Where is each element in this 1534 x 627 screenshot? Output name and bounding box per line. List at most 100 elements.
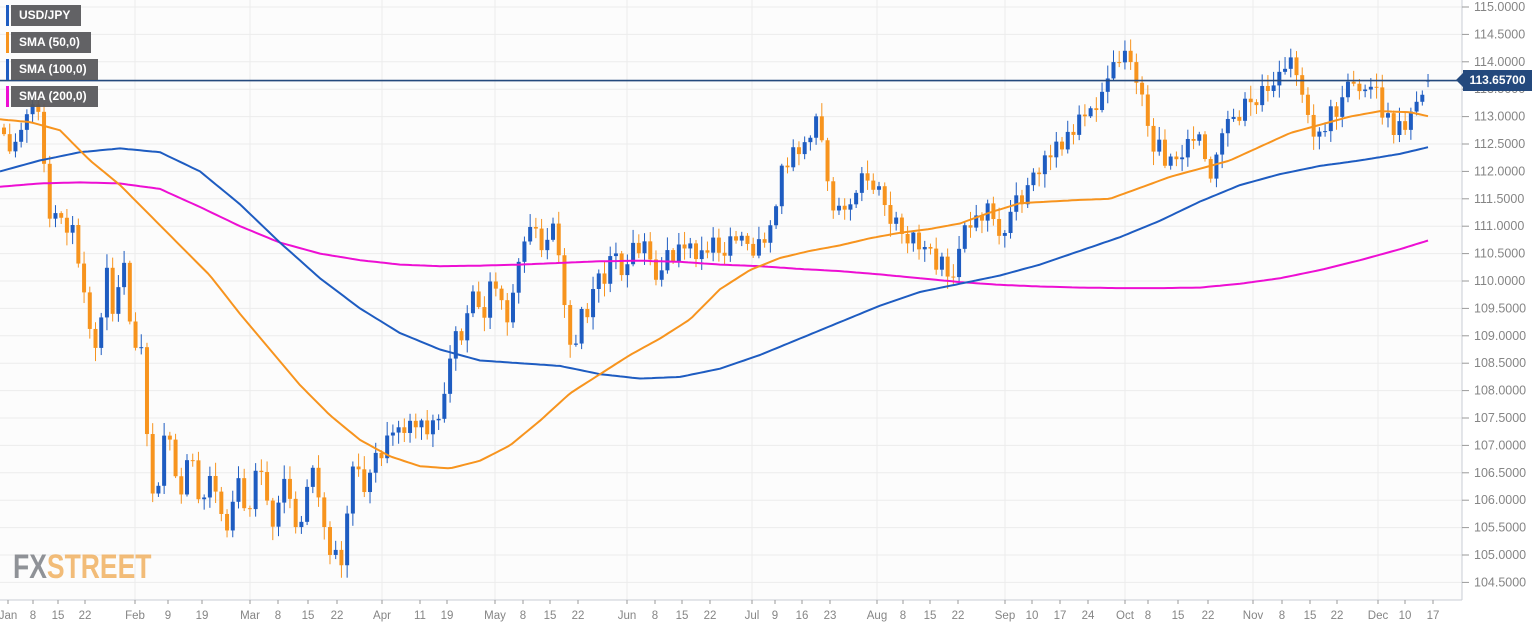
candle-up: [385, 435, 390, 459]
candle-up: [453, 331, 458, 359]
candle-down: [1357, 83, 1362, 92]
candle-up: [665, 250, 670, 271]
sma-line-500[interactable]: [0, 110, 1429, 470]
price-axis-label: 111.0000: [1474, 219, 1524, 233]
price-axis-label: 114.0000: [1474, 55, 1525, 69]
candle-up: [1283, 68, 1288, 72]
candle-up: [282, 478, 287, 503]
legend-item-sma-100[interactable]: SMA (100,0): [6, 59, 98, 80]
time-axis-label: May: [484, 610, 506, 622]
candle-up: [1323, 131, 1328, 133]
candle-up: [625, 264, 630, 276]
candle-up: [739, 235, 744, 241]
candle-up: [579, 308, 584, 344]
candle-up: [962, 225, 967, 249]
candle-down: [825, 140, 830, 182]
candle-down: [1117, 62, 1122, 64]
candle-up: [1122, 50, 1127, 63]
sma-line-1000[interactable]: [0, 146, 1429, 380]
candle-up: [465, 313, 470, 341]
time-axis-label: Sep: [995, 610, 1015, 622]
candle-down: [671, 250, 676, 262]
legend-item-sma-200[interactable]: SMA (200,0): [6, 86, 98, 107]
candle-down: [110, 267, 115, 314]
candle-down: [242, 478, 247, 509]
time-axis-label: 17: [1054, 610, 1067, 622]
candle-up: [808, 137, 813, 143]
candle-down: [356, 466, 361, 470]
plot-background: [0, 0, 1462, 600]
candle-up: [728, 236, 733, 256]
candle-up: [1277, 71, 1282, 86]
candle-up: [408, 420, 413, 433]
candle-up: [836, 205, 841, 211]
candle-down: [247, 508, 252, 510]
candle-down: [1191, 138, 1196, 141]
candle-down: [1134, 62, 1139, 83]
candle-up: [1008, 211, 1013, 233]
candle-down: [259, 470, 264, 472]
candle-up: [848, 204, 853, 210]
candle-down: [144, 347, 149, 435]
sma-line-2000[interactable]: [0, 181, 1429, 290]
candle-up: [345, 513, 350, 566]
candle-down: [82, 263, 87, 293]
candle-up: [1397, 121, 1402, 136]
candle-down: [1391, 113, 1396, 136]
price-axis-label: 105.0000: [1474, 548, 1526, 562]
candle-down: [270, 500, 275, 527]
candle-down: [1071, 131, 1076, 135]
candle-down: [1254, 102, 1259, 106]
candle-up: [373, 452, 378, 473]
chart-legend: USD/JPY SMA (50,0) SMA (100,0) SMA (200,0): [6, 5, 98, 113]
candle-down: [602, 273, 607, 284]
candle-down: [1082, 114, 1087, 117]
candle-down: [1351, 81, 1356, 84]
candle-down: [562, 255, 567, 306]
legend-item-usdjpy[interactable]: USD/JPY: [6, 5, 98, 26]
candle-down: [133, 321, 138, 348]
time-axis-label: 8: [275, 610, 281, 622]
price-axis-label: 106.0000: [1474, 493, 1526, 507]
candle-up: [711, 237, 716, 253]
candle-up: [253, 470, 258, 510]
time-axis-label: Apr: [373, 610, 391, 622]
time-axis-label: 8: [1279, 610, 1285, 622]
legend-label: SMA (200,0): [11, 86, 98, 107]
candle-down: [482, 307, 487, 318]
candle-up: [1185, 138, 1190, 158]
candle-up: [1065, 131, 1070, 150]
candle-up: [859, 173, 864, 193]
candle-up: [1363, 89, 1368, 92]
candle-down: [339, 549, 344, 566]
candle-down: [928, 246, 933, 249]
price-axis-label: 109.5000: [1474, 301, 1526, 315]
candle-up: [688, 243, 693, 249]
candle-down: [59, 213, 64, 218]
candle-down: [899, 217, 904, 234]
candle-up: [1414, 101, 1419, 112]
candle-down: [636, 242, 641, 254]
candle-up: [756, 239, 761, 256]
candle-up: [522, 241, 527, 262]
candle-down: [722, 252, 727, 256]
candle-down: [648, 241, 653, 260]
candle-down: [87, 292, 92, 329]
candle-up: [676, 244, 681, 262]
candle-down: [796, 147, 801, 155]
candle-up: [974, 215, 979, 228]
candle-down: [36, 104, 41, 112]
candle-down: [1140, 82, 1145, 95]
candle-down: [1060, 141, 1065, 150]
time-axis-label: 23: [824, 610, 837, 622]
candle-up: [99, 317, 104, 348]
candle-down: [76, 225, 81, 264]
candle-down: [1334, 106, 1339, 117]
candle-down: [945, 256, 950, 277]
candle-down: [905, 233, 910, 244]
time-axis[interactable]: Jan 8 15 22 Feb 9 19 Mar 8 15 22 Apr 11 19 May 8 15 22 Jun…: [0, 600, 1439, 622]
candle-down: [533, 226, 538, 229]
legend-item-sma-50[interactable]: SMA (50,0): [6, 32, 98, 53]
candle-down: [1208, 159, 1213, 179]
